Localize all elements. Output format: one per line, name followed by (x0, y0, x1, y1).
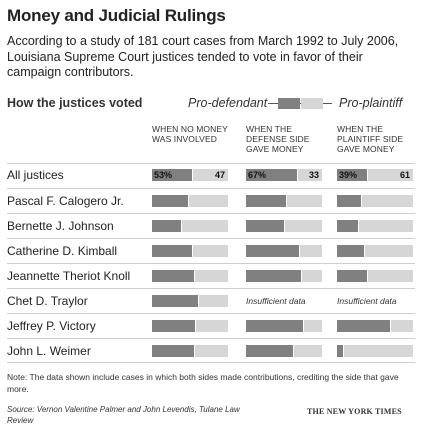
insufficient-data-label: Insufficient data (246, 296, 306, 306)
row-divider (7, 238, 415, 239)
bar-pro-defendant (246, 320, 303, 332)
row-label-jeffrey-p-victory: Jeffrey P. Victory (7, 319, 96, 333)
row-divider (7, 213, 415, 214)
bar-pro-plaintiff (365, 245, 413, 257)
chart-note: Note: The data shown include cases in wh… (7, 372, 399, 394)
bar-pro-defendant (152, 195, 188, 207)
bar-pro-plaintiff (189, 195, 228, 207)
bar-pro-plaintiff (359, 220, 413, 232)
bar-pro-plaintiff (300, 245, 322, 257)
bar-pro-defendant (152, 345, 194, 357)
bar-pro-plaintiff (304, 320, 322, 332)
bar-pro-plaintiff (195, 345, 228, 357)
column-header-no-money: WHEN NO MONEY WAS INVOLVED (152, 124, 228, 144)
row-label-bernette-j-johnson: Bernette J. Johnson (7, 219, 114, 233)
legend-defendant-label: Pro-defendant (188, 96, 268, 110)
bar-pro-defendant (152, 245, 192, 257)
bar-pro-defendant: 39% (337, 169, 367, 181)
column-header-plaintiff-money: WHEN THE PLAINTIFF SIDE GAVE MONEY (337, 124, 404, 154)
bar-pro-plaintiff (285, 220, 322, 232)
column-header-defense-money: WHEN THE DEFENSE SIDE GAVE MONEY (246, 124, 310, 154)
bar-pro-defendant (337, 245, 364, 257)
bar-pro-plaintiff (362, 195, 413, 207)
bar-pro-plaintiff (199, 295, 228, 307)
bar-pro-defendant (337, 320, 390, 332)
bar-pro-defendant (152, 295, 198, 307)
bar-pro-plaintiff (196, 320, 228, 332)
bar-pro-plaintiff (391, 320, 413, 332)
publisher-credit: THE NEW YORK TIMES (307, 407, 402, 416)
data-label-pro-plaintiff: 61 (399, 170, 410, 180)
row-label-catherine-d-kimball: Catherine D. Kimball (7, 244, 118, 258)
row-divider (7, 288, 415, 289)
row-label-all-justices: All justices (7, 168, 64, 182)
bar-pro-defendant (246, 220, 284, 232)
bar-pro-plaintiff (193, 245, 228, 257)
bar-pro-plaintiff (302, 270, 322, 282)
bar-pro-defendant: 53% (152, 169, 192, 181)
bar-pro-plaintiff (287, 195, 322, 207)
data-label-pro-plaintiff: 33 (308, 170, 319, 180)
bar-pro-plaintiff: 61 (368, 169, 413, 181)
row-divider (7, 338, 415, 339)
bar-pro-plaintiff (368, 270, 413, 282)
bar-pro-defendant (337, 345, 343, 357)
bar-pro-defendant (337, 220, 358, 232)
legend-heading: How the justices voted (7, 96, 143, 110)
bar-pro-plaintiff: 47 (193, 169, 228, 181)
bar-pro-defendant (337, 270, 367, 282)
data-label-pro-defendant: 39% (339, 170, 358, 180)
bar-pro-defendant (246, 270, 301, 282)
legend-plaintiff-swatch (301, 98, 323, 109)
row-label-jeannette-theriot-knoll: Jeannette Theriot Knoll (7, 269, 131, 283)
row-divider (7, 263, 415, 264)
bar-pro-defendant (152, 270, 194, 282)
bar-pro-plaintiff (294, 345, 322, 357)
row-divider (7, 163, 415, 164)
chart-subtitle: According to a study of 181 court cases … (7, 34, 399, 79)
chart-source: Source: Vernon Valentine Palmer and John… (7, 405, 240, 425)
bar-pro-defendant (337, 195, 361, 207)
bar-pro-plaintiff (182, 220, 228, 232)
legend-defendant-swatch (278, 98, 300, 109)
row-divider (7, 362, 415, 363)
row-divider (7, 188, 415, 189)
bar-pro-defendant (246, 245, 299, 257)
row-divider (7, 313, 415, 314)
row-label-chet-d-traylor: Chet D. Traylor (7, 294, 88, 308)
data-label-pro-defendant: 53% (154, 170, 173, 180)
row-label-john-l-weimer: John L. Weimer (7, 344, 91, 358)
bar-pro-defendant (246, 345, 293, 357)
data-label-pro-plaintiff: 47 (214, 170, 225, 180)
insufficient-data-label: Insufficient data (337, 296, 397, 306)
bar-pro-plaintiff (195, 270, 228, 282)
data-label-pro-defendant: 67% (248, 170, 267, 180)
bar-pro-defendant (246, 195, 286, 207)
bar-pro-defendant (152, 220, 181, 232)
chart-title: Money and Judicial Rulings (7, 6, 226, 25)
legend-plaintiff-label: Pro-plaintiff (339, 96, 403, 110)
legend-connector-line (268, 103, 332, 104)
bar-pro-defendant (152, 320, 195, 332)
row-label-pascal-f-calogero-jr: Pascal F. Calogero Jr. (7, 194, 124, 208)
bar-pro-plaintiff: 33 (298, 169, 322, 181)
bar-pro-plaintiff (344, 345, 413, 357)
bar-pro-defendant: 67% (246, 169, 297, 181)
